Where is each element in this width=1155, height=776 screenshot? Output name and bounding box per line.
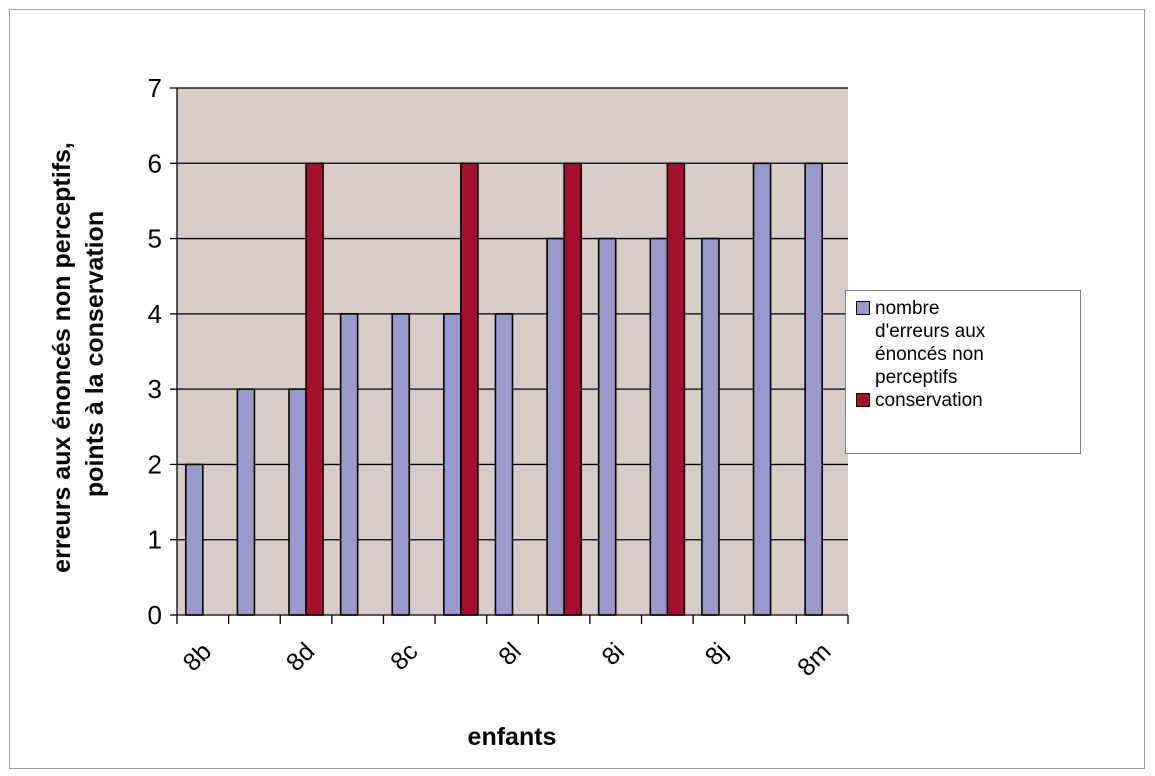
bar-errors [339, 313, 359, 616]
legend-entry-errors: nombre d'erreurs aux énoncés non percept… [856, 297, 1072, 389]
y-tick-label: 6 [148, 148, 162, 178]
bar-conservation [666, 162, 686, 616]
bar-errors [391, 313, 411, 616]
bar-conservation [563, 162, 582, 616]
x-tick-label: 8c [385, 637, 423, 675]
bar-errors [443, 313, 462, 616]
y-axis-label-line-2: points à la conservation [81, 211, 109, 497]
legend-label-errors-line-1: nombre [875, 298, 940, 319]
legend-label-errors-line-4: perceptifs [875, 367, 958, 388]
y-tick-label: 1 [148, 525, 162, 555]
legend-swatch-conservation [856, 393, 870, 407]
x-tick-label: 8m [792, 637, 836, 681]
y-axis-label-line-1: erreurs aux énoncés non perceptifs, [48, 142, 76, 573]
y-tick-label: 3 [148, 374, 162, 404]
y-axis-label: erreurs aux énoncés non perceptifs, poin… [48, 135, 109, 573]
legend-entry-conservation: conservation [856, 389, 1072, 412]
axes [170, 87, 849, 624]
bar-errors [288, 388, 307, 616]
bar-errors [494, 313, 514, 616]
x-tick-labels: 8b 8d 8c 8l 8i 8j 8m [178, 637, 837, 681]
x-tick-label: 8b [178, 637, 217, 676]
x-tick-label: 8j [700, 637, 734, 671]
bar-errors [804, 162, 823, 616]
legend-label-errors-line-3: énoncés non [875, 344, 984, 365]
bar-errors [546, 237, 565, 616]
y-tick-label: 7 [148, 73, 162, 103]
x-tick-label: 8l [493, 637, 527, 671]
bar-errors [184, 463, 204, 616]
bar-errors [236, 388, 256, 616]
x-axis-label: enfants [468, 723, 557, 751]
bar-errors [752, 162, 772, 616]
y-tick-labels: 0 1 2 3 4 5 6 7 [148, 73, 162, 630]
legend-label-conservation: conservation [875, 390, 983, 411]
legend-label-errors-line-2: d'erreurs aux [875, 321, 986, 342]
bar-errors [597, 237, 617, 616]
legend: nombre d'erreurs aux énoncés non percept… [845, 290, 1081, 454]
bar-errors [649, 237, 669, 616]
legend-label-errors: nombre d'erreurs aux énoncés non percept… [875, 297, 1072, 389]
y-tick-label: 0 [148, 600, 162, 630]
y-tick-label: 4 [148, 299, 162, 329]
y-tick-label: 5 [148, 224, 162, 254]
bar-errors [701, 237, 720, 616]
y-tick-label: 2 [148, 449, 162, 479]
bar-conservation [460, 162, 479, 616]
legend-swatch-errors [856, 301, 870, 315]
x-tick-label: 8i [596, 637, 630, 671]
bar-conservation [305, 162, 324, 616]
x-tick-label: 8d [281, 637, 320, 676]
bars [184, 162, 823, 616]
